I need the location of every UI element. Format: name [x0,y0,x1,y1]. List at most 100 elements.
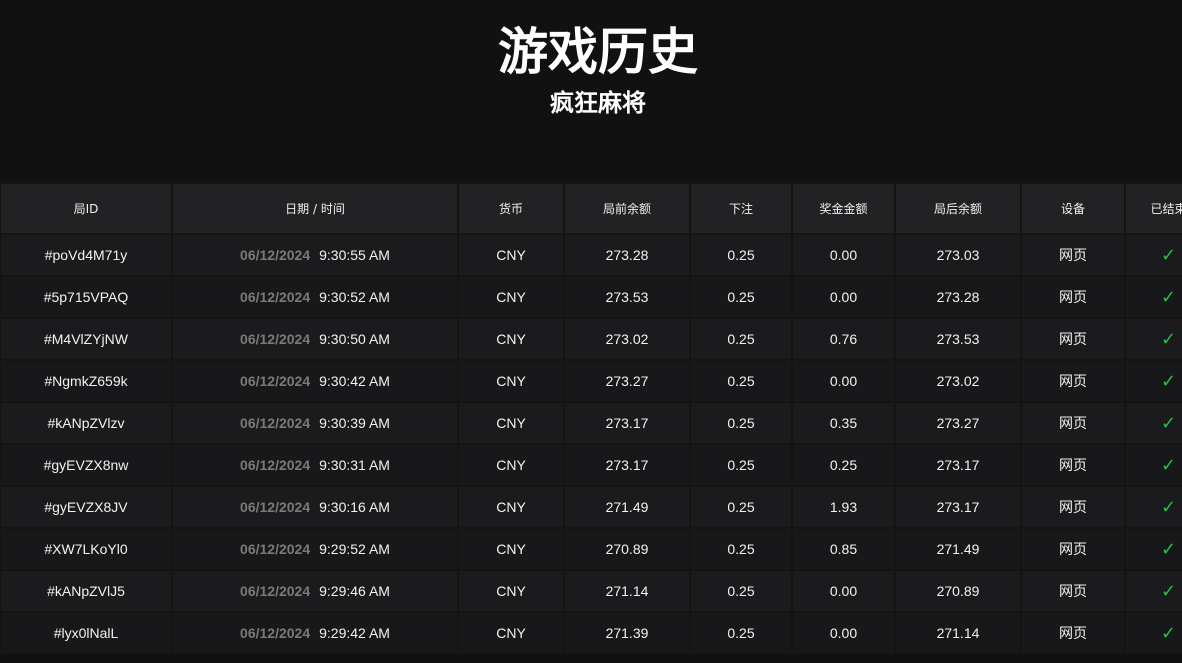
table-row[interactable]: #NgmkZ659k 06/12/2024 9:30:42 AM CNY 273.27 0… [0,359,1182,403]
balance-before: 273.17 [563,401,691,445]
finished: ✓ [1124,443,1182,487]
time: 9:30:55 AM [319,247,390,263]
round-id: #kANpZVlJ5 [0,569,173,613]
column-header-bet: 下注 [689,182,793,235]
balance-before: 273.17 [563,443,691,487]
currency: CNY [457,527,565,571]
table-row[interactable]: #gyEVZX8nw 06/12/2024 9:30:31 AM CNY 273.17 0… [0,443,1182,487]
balance-after: 271.49 [894,527,1022,571]
win-amount: 0.00 [791,233,896,277]
balance-before: 273.28 [563,233,691,277]
balance-after: 273.17 [894,443,1022,487]
bet: 0.25 [689,401,793,445]
table-row[interactable]: #kANpZVlzv 06/12/2024 9:30:39 AM CNY 273.17 0… [0,401,1182,445]
win-amount: 0.25 [791,443,896,487]
balance-after: 273.53 [894,317,1022,361]
date-time: 06/12/2024 9:30:39 AM [171,401,459,445]
balance-after: 270.89 [894,569,1022,613]
finished: ✓ [1124,275,1182,319]
bet: 0.25 [689,317,793,361]
currency: CNY [457,569,565,613]
round-id: #kANpZVlzv [0,401,173,445]
balance-after: 271.14 [894,611,1022,655]
device: 网页 [1020,401,1126,445]
time: 9:30:42 AM [319,373,390,389]
currency: CNY [457,611,565,655]
balance-before: 273.53 [563,275,691,319]
round-id: #5p715VPAQ [0,275,173,319]
currency: CNY [457,233,565,277]
table-row[interactable]: #XW7LKoYl0 06/12/2024 9:29:52 AM CNY 270.89 0… [0,527,1182,571]
check-icon: ✓ [1160,412,1177,433]
column-header-finished: 已结束 [1124,182,1182,235]
balance-before: 271.39 [563,611,691,655]
time: 9:30:39 AM [319,415,390,431]
date-time: 06/12/2024 9:30:50 AM [171,317,459,361]
device: 网页 [1020,275,1126,319]
column-header-device: 设备 [1020,182,1126,235]
round-id: #NgmkZ659k [0,359,173,403]
device: 网页 [1020,569,1126,613]
game-name: 疯狂麻将 [550,89,646,117]
date: 06/12/2024 [240,331,311,347]
currency: CNY [457,401,565,445]
finished: ✓ [1124,317,1182,361]
win-amount: 0.00 [791,569,896,613]
table-row[interactable]: #kANpZVlJ5 06/12/2024 9:29:46 AM CNY 271.14 0… [0,569,1182,613]
date-time: 06/12/2024 9:30:31 AM [171,443,459,487]
table-row[interactable]: #M4VlZYjNW 06/12/2024 9:30:50 AM CNY 273.02 0… [0,317,1182,361]
bet: 0.25 [689,443,793,487]
page-title: 游戏历史 [498,23,698,81]
balance-after: 273.03 [894,233,1022,277]
time: 9:29:52 AM [319,541,390,557]
date-time: 06/12/2024 9:30:52 AM [171,275,459,319]
win-amount: 0.85 [791,527,896,571]
column-header-currency: 货币 [457,182,565,235]
column-header-win-amount: 奖金金额 [791,182,896,235]
finished: ✓ [1124,359,1182,403]
bet: 0.25 [689,611,793,655]
win-amount: 0.76 [791,317,896,361]
date-time: 06/12/2024 9:29:52 AM [171,527,459,571]
bet: 0.25 [689,275,793,319]
date: 06/12/2024 [240,541,311,557]
date-time: 06/12/2024 9:30:42 AM [171,359,459,403]
time: 9:29:46 AM [319,583,390,599]
time: 9:30:31 AM [319,457,390,473]
bet: 0.25 [689,233,793,277]
bet: 0.25 [689,359,793,403]
balance-before: 271.49 [563,485,691,529]
currency: CNY [457,275,565,319]
win-amount: 0.00 [791,611,896,655]
check-icon: ✓ [1160,328,1177,349]
date: 06/12/2024 [240,625,311,641]
date-time: 06/12/2024 9:30:16 AM [171,485,459,529]
check-icon: ✓ [1160,244,1177,265]
win-amount: 0.00 [791,275,896,319]
date-time: 06/12/2024 9:29:42 AM [171,611,459,655]
round-id: #gyEVZX8JV [0,485,173,529]
finished: ✓ [1124,569,1182,613]
table-row[interactable]: #poVd4M71y 06/12/2024 9:30:55 AM CNY 273.28 0… [0,233,1182,277]
device: 网页 [1020,233,1126,277]
table-row[interactable]: #5p715VPAQ 06/12/2024 9:30:52 AM CNY 273.53 0… [0,275,1182,319]
check-icon: ✓ [1160,622,1177,643]
column-header-balance-after: 局后余额 [894,182,1022,235]
finished: ✓ [1124,233,1182,277]
balance-after: 273.17 [894,485,1022,529]
table-row[interactable]: #gyEVZX8JV 06/12/2024 9:30:16 AM CNY 271.49 0… [0,485,1182,529]
currency: CNY [457,359,565,403]
currency: CNY [457,443,565,487]
table-row[interactable]: #lyx0lNalL 06/12/2024 9:29:42 AM CNY 271.39 0… [0,611,1182,655]
time: 9:30:50 AM [319,331,390,347]
check-icon: ✓ [1160,496,1177,517]
finished: ✓ [1124,527,1182,571]
device: 网页 [1020,359,1126,403]
bet: 0.25 [689,527,793,571]
column-header-balance-before: 局前余额 [563,182,691,235]
finished: ✓ [1124,611,1182,655]
check-icon: ✓ [1160,370,1177,391]
date-time: 06/12/2024 9:30:55 AM [171,233,459,277]
device: 网页 [1020,317,1126,361]
